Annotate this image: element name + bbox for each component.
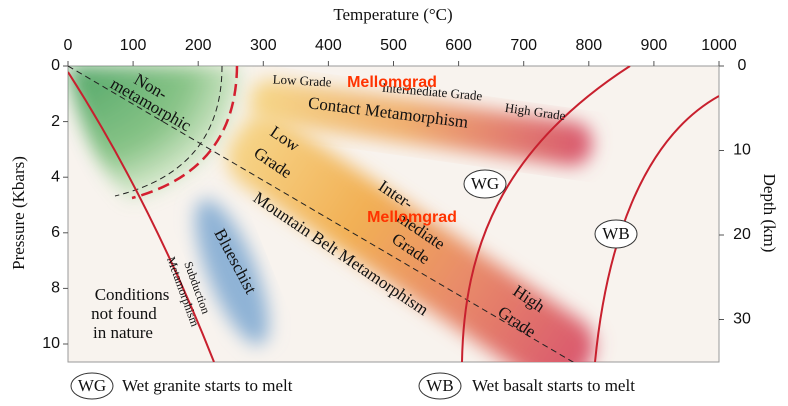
y2-tick-label: 30: [733, 311, 751, 328]
x-tick-label: 600: [445, 37, 472, 54]
region-label: Low Grade: [272, 71, 332, 89]
legend: WG Wet granite starts to melt WB Wet bas…: [71, 373, 635, 399]
region-label: Conditions: [95, 285, 170, 304]
region-label: not found: [91, 304, 157, 323]
curve-label: WG: [471, 174, 499, 193]
x-tick-label: 900: [641, 37, 668, 54]
legend-symbol: WB: [426, 376, 453, 395]
curve-label: WB: [602, 224, 629, 243]
x-tick-label: 1000: [701, 37, 737, 54]
legend-text: Wet granite starts to melt: [122, 376, 293, 395]
x-tick-label: 0: [64, 37, 73, 54]
x-tick-label: 700: [510, 37, 537, 54]
x-tick-label: 400: [315, 37, 342, 54]
y-axis-title: Pressure (Kbars): [9, 156, 28, 270]
y-tick-label: 0: [51, 57, 60, 74]
y2-tick-label: 10: [733, 142, 751, 159]
y2-tick-label: 0: [738, 57, 747, 74]
overlay-label: Mellomgrad: [347, 74, 437, 91]
x-tick-label: 800: [575, 37, 602, 54]
overlay-label: Mellomgrad: [367, 209, 457, 226]
x-tick-label: 300: [250, 37, 277, 54]
region-label: in nature: [93, 323, 153, 342]
diagram: Temperature (°C) Pressure (Kbars) Depth …: [0, 0, 788, 406]
y2-axis-title: Depth (km): [760, 174, 779, 253]
y-tick-label: 10: [42, 335, 60, 352]
y-tick-label: 8: [51, 280, 60, 297]
x-tick-label: 100: [120, 37, 147, 54]
y2-tick-label: 20: [733, 226, 751, 243]
y-tick-label: 6: [51, 224, 60, 241]
x-axis-title: Temperature (°C): [333, 5, 452, 24]
y-tick-label: 2: [51, 113, 60, 130]
legend-text: Wet basalt starts to melt: [472, 376, 635, 395]
x-tick-label: 200: [185, 37, 212, 54]
legend-symbol: WG: [78, 376, 106, 395]
y-tick-label: 4: [51, 168, 60, 185]
x-tick-label: 500: [380, 37, 407, 54]
